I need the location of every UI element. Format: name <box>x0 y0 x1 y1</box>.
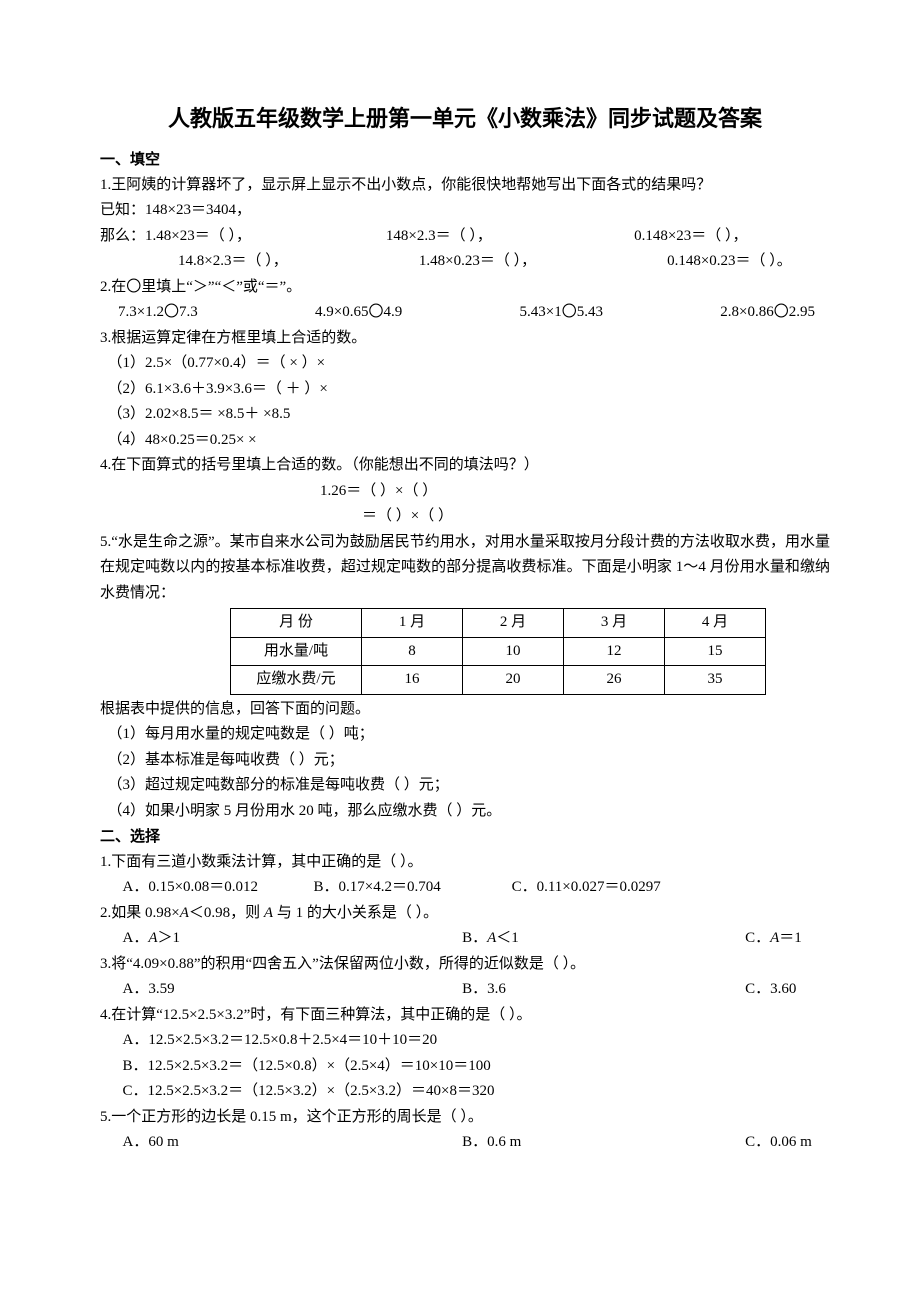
opt-it: A <box>770 930 779 946</box>
s2q2-b: B．A＜1 <box>462 926 745 952</box>
q5-after: 根据表中提供的信息，回答下面的问题。 <box>100 697 830 723</box>
q1-a: 1.48×23＝（ ）， <box>145 224 386 250</box>
opt-it: A <box>487 930 496 946</box>
s2q4-a: A．12.5×2.5×3.2＝12.5×0.8＋2.5×4＝10＋10＝20 <box>100 1028 830 1054</box>
s2q1-c: C．0.11×0.027＝0.0297 <box>512 875 661 901</box>
q4-stem: 4.在下面算式的括号里填上合适的数。（你能想出不同的填法吗？） <box>100 453 830 479</box>
table-row: 应缴水费/元 16 20 26 35 <box>231 666 766 695</box>
q1-known: 已知：148×23＝3404， <box>100 198 830 224</box>
water-table: 月 份 1 月 2 月 3 月 4 月 用水量/吨 8 10 12 15 应缴水… <box>230 608 766 695</box>
q1-b: 148×2.3＝（ ）， <box>386 224 634 250</box>
cell: 12 <box>564 637 665 666</box>
cell: 26 <box>564 666 665 695</box>
q4-line1: 1.26＝（ ）×（ ） <box>100 479 830 505</box>
q1-d: 14.8×2.3＝（ ）， <box>178 249 419 275</box>
cell: 20 <box>463 666 564 695</box>
q2-a: 7.3×1.2〇7.3 <box>118 300 198 326</box>
q2-stem: 2.在〇里填上“＞”“＜”或“＝”。 <box>100 275 830 301</box>
s2q2-it2: A <box>264 905 273 921</box>
q2-b: 4.9×0.65〇4.9 <box>315 300 402 326</box>
opt-post: ＜1 <box>496 930 519 946</box>
s2q5-options: A．60 m B．0.6 m C．0.06 m <box>100 1130 830 1156</box>
th-m2: 2 月 <box>463 609 564 638</box>
q1-then-label: 那么： <box>100 224 145 250</box>
opt-post: ＝1 <box>779 930 802 946</box>
q3-d: （4）48×0.25＝0.25× × <box>108 428 831 454</box>
s2q3-options: A．3.59 B．3.6 C．3.60 <box>100 977 830 1003</box>
section-1-head: 一、填空 <box>100 147 830 173</box>
section-2-head: 二、选择 <box>100 824 830 850</box>
q5-sub2: （2）基本标准是每吨收费（ ）元； <box>108 748 831 774</box>
s2q1-a: A．0.15×0.08＝0.012 <box>123 875 314 901</box>
q1-stem: 1.王阿姨的计算器坏了，显示屏上显示不出小数点，你能很快地帮她写出下面各式的结果… <box>100 173 830 199</box>
cell: 15 <box>665 637 766 666</box>
s2q5-a: A．60 m <box>123 1130 463 1156</box>
s2q2-mid: ＜0.98，则 <box>189 905 264 921</box>
s2q2-it1: A <box>180 905 189 921</box>
s2q2-options: A．A＞1 B．A＜1 C．A＝1 <box>100 926 830 952</box>
cell: 8 <box>362 637 463 666</box>
table-row: 月 份 1 月 2 月 3 月 4 月 <box>231 609 766 638</box>
s2q4-c: C．12.5×2.5×3.2＝（12.5×3.2）×（2.5×3.2）＝40×8… <box>100 1079 830 1105</box>
opt-it: A <box>148 930 157 946</box>
opt-pre: C． <box>745 930 770 946</box>
table-row: 用水量/吨 8 10 12 15 <box>231 637 766 666</box>
cell: 10 <box>463 637 564 666</box>
s2q3-c: C．3.60 <box>745 977 796 1003</box>
q2-c: 5.43×1〇5.43 <box>520 300 603 326</box>
q5-sub3: （3）超过规定吨数部分的标准是每吨收费（ ）元； <box>108 773 831 799</box>
q2-options: 7.3×1.2〇7.3 4.9×0.65〇4.9 5.43×1〇5.43 2.8… <box>100 300 830 326</box>
q1-e: 1.48×0.23＝（ ）， <box>419 249 667 275</box>
s2q2-post: 与 1 的大小关系是（ ）。 <box>273 905 438 921</box>
q1-row2: 14.8×2.3＝（ ）， 1.48×0.23＝（ ）， 0.148×0.23＝… <box>100 249 830 275</box>
q1-row1: 那么： 1.48×23＝（ ）， 148×2.3＝（ ）， 0.148×23＝（… <box>100 224 830 250</box>
s2q3-stem: 3.将“4.09×0.88”的积用“四舍五入”法保留两位小数，所得的近似数是（ … <box>100 952 830 978</box>
s2q3-a: A．3.59 <box>123 977 463 1003</box>
s2q1-options: A．0.15×0.08＝0.012 B．0.17×4.2＝0.704 C．0.1… <box>100 875 830 901</box>
opt-pre: A． <box>123 930 149 946</box>
q5-stem: 5.“水是生命之源”。某市自来水公司为鼓励居民节约用水，对用水量采取按月分段计费… <box>100 530 830 607</box>
q4-line2: ＝（ ）×（ ） <box>100 504 830 530</box>
s2q2-a: A．A＞1 <box>123 926 463 952</box>
s2q1-b: B．0.17×4.2＝0.704 <box>314 875 512 901</box>
th-m3: 3 月 <box>564 609 665 638</box>
s2q2-stem: 2.如果 0.98×A＜0.98，则 A 与 1 的大小关系是（ ）。 <box>100 901 830 927</box>
opt-pre: B． <box>462 930 487 946</box>
cell: 35 <box>665 666 766 695</box>
s2q4-b: B．12.5×2.5×3.2＝（12.5×0.8）×（2.5×4）＝10×10＝… <box>100 1054 830 1080</box>
s2q2-c: C．A＝1 <box>745 926 802 952</box>
q3-a: （1）2.5×（0.77×0.4）＝（ × ）× <box>108 351 831 377</box>
th-m1: 1 月 <box>362 609 463 638</box>
row-usage-label: 用水量/吨 <box>231 637 362 666</box>
s2q5-stem: 5.一个正方形的边长是 0.15 m，这个正方形的周长是（ ）。 <box>100 1105 830 1131</box>
q1-f: 0.148×0.23＝（ ）。 <box>667 249 792 275</box>
q3-stem: 3.根据运算定律在方框里填上合适的数。 <box>100 326 830 352</box>
q1-c: 0.148×23＝（ ）， <box>634 224 747 250</box>
s2q4-stem: 4.在计算“12.5×2.5×3.2”时，有下面三种算法，其中正确的是（ ）。 <box>100 1003 830 1029</box>
th-month: 月 份 <box>231 609 362 638</box>
s2q2-pre: 2.如果 0.98× <box>100 905 180 921</box>
th-m4: 4 月 <box>665 609 766 638</box>
s2q5-c: C．0.06 m <box>745 1130 812 1156</box>
page-title: 人教版五年级数学上册第一单元《小数乘法》同步试题及答案 <box>100 100 830 137</box>
q5-sub1: （1）每月用水量的规定吨数是（ ）吨； <box>108 722 831 748</box>
s2q1-stem: 1.下面有三道小数乘法计算，其中正确的是（ ）。 <box>100 850 830 876</box>
s2q5-b: B．0.6 m <box>462 1130 745 1156</box>
q2-d: 2.8×0.86〇2.95 <box>720 300 815 326</box>
opt-post: ＞1 <box>158 930 181 946</box>
q3-c: （3）2.02×8.5＝ ×8.5＋ ×8.5 <box>108 402 831 428</box>
q3-b: （2）6.1×3.6＋3.9×3.6＝（ ＋ ）× <box>108 377 831 403</box>
s2q3-b: B．3.6 <box>462 977 745 1003</box>
q5-sub4: （4）如果小明家 5 月份用水 20 吨，那么应缴水费（ ）元。 <box>108 799 831 825</box>
row-fee-label: 应缴水费/元 <box>231 666 362 695</box>
cell: 16 <box>362 666 463 695</box>
